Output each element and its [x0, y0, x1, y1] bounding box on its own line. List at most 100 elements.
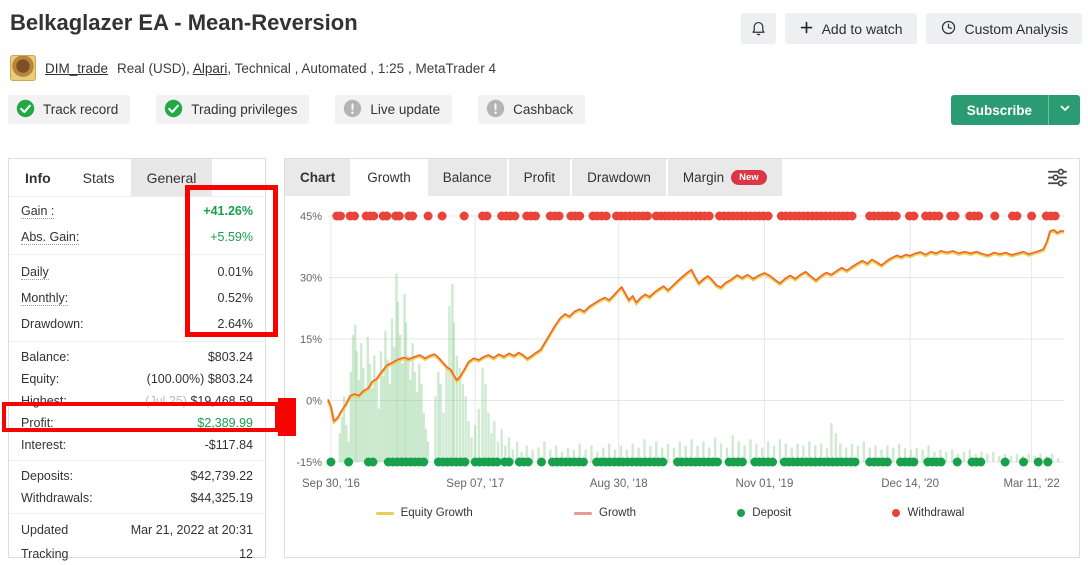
- equity-bar: [426, 441, 430, 462]
- equity-bar: [566, 447, 570, 462]
- legend-label: Growth: [599, 507, 637, 519]
- chart-tab-label: Drawdown: [587, 170, 651, 185]
- check-circle-icon: [16, 99, 35, 121]
- account-name-link[interactable]: DIM_trade: [45, 60, 109, 76]
- equity-bar: [481, 367, 484, 462]
- equity-bar: [962, 451, 966, 462]
- stat-label: Equity:: [21, 372, 60, 386]
- badge-live-update[interactable]: Live update: [335, 95, 453, 124]
- withdrawal-dot: [974, 211, 984, 221]
- deposit-dot: [492, 457, 502, 467]
- equity-bar: [761, 447, 764, 462]
- add-to-watch-button[interactable]: Add to watch: [784, 13, 917, 44]
- equity-bar: [844, 447, 848, 462]
- deposit-dot: [536, 457, 546, 467]
- equity-bar: [396, 302, 400, 462]
- badge-label: Track record: [43, 102, 119, 117]
- stat-label: Drawdown:: [21, 317, 84, 331]
- x-axis-label: Mar 11, '22: [1003, 478, 1059, 490]
- equity-bar: [504, 445, 507, 462]
- equity-bar: [515, 441, 519, 462]
- subscribe-dropdown-toggle[interactable]: [1048, 95, 1080, 125]
- withdrawal-dot: [642, 211, 652, 221]
- deposit-dot: [326, 457, 336, 467]
- new-badge: New: [731, 170, 767, 185]
- chart-tab-margin[interactable]: Margin New: [667, 159, 782, 196]
- equity-bar: [690, 439, 693, 462]
- equity-bar: [590, 445, 593, 462]
- deposit-dot: [1033, 457, 1043, 467]
- equity-bar: [458, 367, 461, 462]
- stat-row-monthly: Monthly: 0.52%: [9, 285, 265, 311]
- divider: [9, 513, 265, 514]
- equity-bar: [708, 447, 711, 462]
- withdrawal-dot: [950, 211, 960, 221]
- equity-bar: [874, 445, 877, 462]
- deposit-dot: [368, 457, 378, 467]
- equity-bar: [702, 441, 705, 462]
- badge-track-record[interactable]: Track record: [8, 95, 131, 124]
- tab-info[interactable]: Info: [25, 169, 51, 186]
- equity-bar: [404, 322, 408, 462]
- growth-chart[interactable]: 45% 30% 15% 0% -15% Sep 30, '16 Sep 07, '17 Aug…: [288, 204, 1078, 496]
- deposit-dot: [909, 457, 919, 467]
- equity-bar: [345, 425, 348, 462]
- equity-bar: [357, 380, 361, 462]
- equity-bar: [364, 392, 367, 462]
- equity-bar: [862, 441, 866, 462]
- equity-bar: [850, 443, 854, 462]
- chart-settings-button[interactable]: [1046, 166, 1069, 192]
- equity-bar: [886, 445, 889, 462]
- stat-row-gain: Gain : +41.26%: [9, 198, 265, 224]
- equity-bar: [484, 384, 487, 462]
- legend-item-equity-growth[interactable]: Equity Growth: [375, 507, 473, 519]
- subscribe-label[interactable]: Subscribe: [950, 95, 1048, 125]
- legend-item-withdrawal[interactable]: Withdrawal: [892, 507, 964, 519]
- stat-value: +41.26%: [203, 204, 253, 218]
- tab-stats[interactable]: Stats: [82, 169, 115, 186]
- equity-bar: [377, 408, 380, 462]
- equity-bar: [772, 445, 776, 462]
- equity-bar: [409, 380, 412, 462]
- badge-trading-privileges[interactable]: Trading privileges: [156, 95, 310, 124]
- custom-analysis-button[interactable]: Custom Analysis: [925, 13, 1082, 44]
- equity-bar: [731, 435, 734, 462]
- subscribe-button[interactable]: Subscribe: [950, 95, 1080, 125]
- chart-tab-drawdown[interactable]: Drawdown: [572, 159, 666, 196]
- equity-bar: [790, 447, 793, 462]
- legend-line-swatch: [574, 511, 593, 515]
- chart-tab-growth[interactable]: Growth: [352, 159, 426, 196]
- equity-bar: [554, 445, 558, 462]
- equity-bar: [921, 449, 924, 462]
- chart-tab-chart[interactable]: Chart: [285, 159, 351, 196]
- y-axis-label: 45%: [300, 211, 322, 223]
- withdrawal-dot: [349, 211, 359, 221]
- equity-bar: [525, 445, 528, 462]
- legend-dot-swatch: [737, 509, 746, 517]
- legend-item-deposit[interactable]: Deposit: [737, 507, 791, 519]
- notifications-button[interactable]: [740, 13, 776, 44]
- stats-panel-tabs: Info Stats General: [9, 159, 265, 197]
- equity-bar: [351, 334, 355, 462]
- equity-bar: [390, 318, 394, 462]
- equity-bar: [537, 447, 540, 462]
- stat-row-deposits: Deposits: $42,739.22: [9, 465, 265, 487]
- stat-value: 0.01%: [217, 265, 253, 279]
- equity-bar: [839, 443, 842, 462]
- chart-tab-profit[interactable]: Profit: [508, 159, 571, 196]
- stat-value: +5.59%: [210, 230, 253, 244]
- stat-label: Daily: [21, 264, 49, 280]
- equity-bar: [507, 437, 511, 462]
- stats-rows: Gain : +41.26% Abs. Gain: +5.59% Daily 0.01% M…: [9, 197, 265, 565]
- broker-link[interactable]: Alpari: [192, 60, 228, 76]
- equity-bar: [487, 412, 490, 462]
- equity-bar: [407, 355, 410, 462]
- badge-cashback[interactable]: Cashback: [478, 95, 586, 124]
- chart-tab-balance[interactable]: Balance: [427, 159, 507, 196]
- legend-item-growth[interactable]: Growth: [574, 507, 636, 519]
- chart-tab-label: Profit: [523, 170, 556, 185]
- equity-bar: [418, 363, 421, 462]
- equity-bar: [572, 449, 576, 462]
- tab-general[interactable]: General: [130, 159, 213, 196]
- equity-bar: [398, 334, 402, 462]
